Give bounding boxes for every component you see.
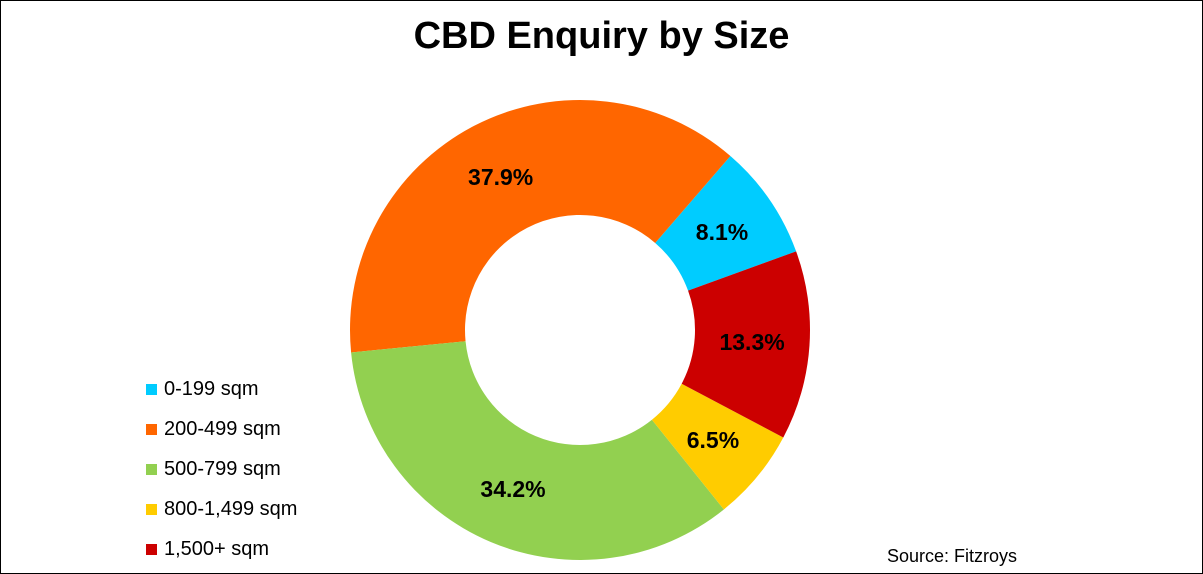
legend-label: 0-199 sqm	[164, 377, 259, 400]
data-label-1-500-sqm: 13.3%	[719, 329, 784, 355]
legend-swatch	[146, 383, 157, 395]
legend-item-500-799-sqm: 500-799 sqm	[146, 449, 297, 489]
legend-label: 800-1,499 sqm	[164, 497, 298, 520]
donut-slices	[349, 99, 810, 560]
data-label-200-499-sqm: 37.9%	[468, 164, 533, 190]
slice-0-199-sqm	[655, 155, 797, 291]
data-label-0-199-sqm: 8.1%	[696, 219, 748, 245]
legend-swatch	[146, 543, 157, 555]
legend-swatch	[146, 423, 157, 435]
legend-item-0-199-sqm: 0-199 sqm	[146, 369, 297, 409]
legend-swatch	[146, 463, 157, 475]
legend-item-800-1-499-sqm: 800-1,499 sqm	[146, 489, 297, 529]
chart-title: CBD Enquiry by Size	[413, 15, 790, 57]
slice-500-799-sqm	[351, 341, 724, 560]
slice-1-500-sqm	[681, 251, 810, 438]
data-label-800-1-499-sqm: 6.5%	[687, 427, 739, 453]
source-note: Source: Fitzroys	[887, 546, 1018, 566]
legend-item-1-500-sqm: 1,500+ sqm	[146, 529, 297, 569]
slice-200-499-sqm	[349, 99, 731, 353]
legend-swatch	[146, 503, 157, 515]
legend: 0-199 sqm 200-499 sqm 500-799 sqm 800-1,499…	[146, 369, 297, 569]
legend-item-200-499-sqm: 200-499 sqm	[146, 409, 297, 449]
legend-label: 200-499 sqm	[164, 417, 281, 440]
legend-label: 1,500+ sqm	[164, 537, 270, 560]
slice-labels: 8.1% 37.9% 34.2% 6.5% 13.3%	[468, 164, 785, 502]
slice-800-1-499-sqm	[651, 383, 784, 510]
data-label-500-799-sqm: 34.2%	[480, 476, 545, 502]
legend-label: 500-799 sqm	[164, 457, 281, 480]
